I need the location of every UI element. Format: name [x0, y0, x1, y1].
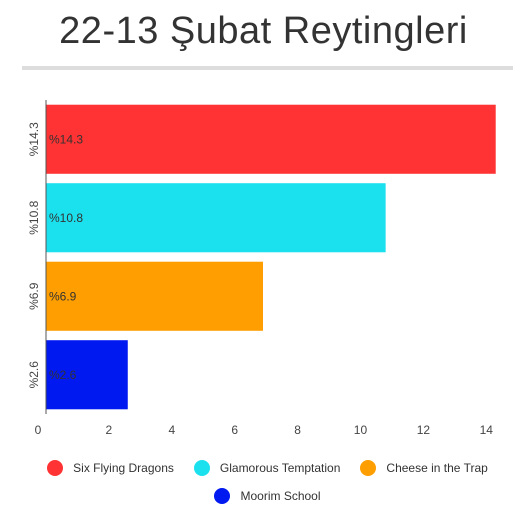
legend-label: Cheese in the Trap — [386, 461, 488, 475]
category-label: %6.9 — [27, 282, 41, 310]
x-tick-label: 12 — [417, 423, 431, 437]
legend-label: Glamorous Temptation — [219, 461, 341, 475]
data-label: %14.3 — [49, 132, 83, 146]
legend-item: Glamorous Temptation — [193, 460, 341, 476]
x-tick-label: 14 — [480, 423, 494, 437]
bar-3 — [46, 261, 263, 331]
legend-swatch — [193, 460, 210, 476]
x-tick-label: 6 — [231, 423, 238, 437]
bar-1 — [46, 104, 496, 174]
x-tick-label: 4 — [168, 423, 175, 437]
x-tick-label: 8 — [294, 423, 301, 437]
bar-4 — [46, 340, 128, 410]
bar-2 — [46, 183, 386, 253]
legend-swatch — [47, 460, 64, 476]
legend-label: Six Flying Dragons — [73, 461, 174, 475]
category-label: %10.8 — [27, 200, 41, 234]
legend-item: Six Flying Dragons — [47, 460, 174, 476]
x-tick-label: 2 — [106, 423, 113, 437]
legend-label: Moorim School — [240, 489, 321, 503]
x-tick-label: 0 — [35, 423, 42, 437]
data-label: %2.6 — [49, 368, 77, 382]
x-tick-label: 10 — [354, 423, 368, 437]
data-label: %6.9 — [49, 289, 77, 303]
legend-swatch — [360, 460, 377, 476]
legend-item: Cheese in the Trap — [360, 460, 488, 476]
legend-swatch — [214, 488, 231, 504]
category-label: %14.3 — [27, 122, 41, 156]
title-divider — [22, 66, 513, 70]
legend-item: Moorim School — [214, 488, 321, 504]
page-title: 22-13 Şubat Reytingleri — [59, 10, 468, 52]
legend: Six Flying Dragons Glamorous Temptation Ch… — [22, 460, 513, 516]
category-label: %2.6 — [27, 361, 41, 389]
data-label: %10.8 — [49, 211, 83, 225]
bar-chart: %14.3 %14.3 %10.8 %10.8 %6.9 %6.9 %2.6 %2.6 0 2 4 6… — [27, 100, 496, 437]
